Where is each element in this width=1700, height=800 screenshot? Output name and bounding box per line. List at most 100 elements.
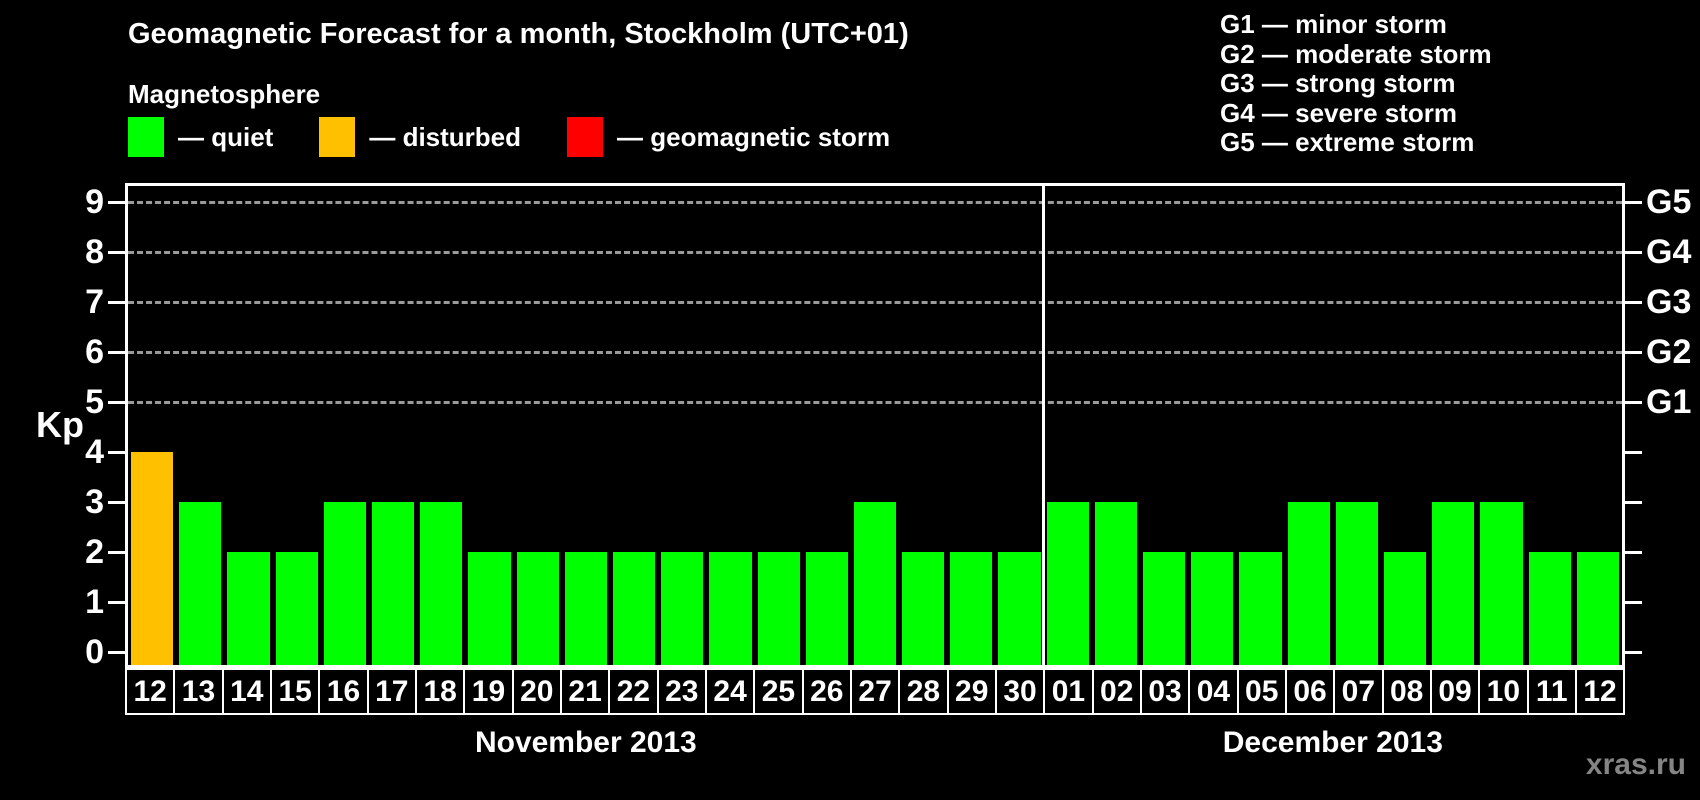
kp-tick-right-8 xyxy=(1625,251,1642,254)
kp-tick-label-0: 0 xyxy=(85,633,104,671)
storm-scale-line: G3 — strong storm xyxy=(1220,68,1456,99)
day-cell-20: 20 xyxy=(513,668,562,715)
chart-subtitle: Magnetosphere xyxy=(128,79,321,109)
day-cell-08: 08 xyxy=(1383,668,1432,715)
kp-tick-left-4 xyxy=(108,451,125,454)
kp-bar-day-20 xyxy=(516,552,559,665)
day-axis-row: 12 13 14 15 16 17 18 19 20 21 22 23 24 25 26 27 28 29 30 01… xyxy=(125,668,1626,715)
kp-bar-day-02 xyxy=(1094,502,1138,665)
kp-tick-label-8: 8 xyxy=(85,233,104,271)
kp-bar-day-29 xyxy=(950,552,993,665)
legend-item-storm: — geomagnetic storm xyxy=(567,117,890,157)
kp-gridline-9 xyxy=(128,201,1622,204)
legend-item-disturbed: — disturbed xyxy=(319,117,521,157)
kp-bar-day-25 xyxy=(757,552,800,665)
kp-tick-left-5 xyxy=(108,401,125,404)
day-cell-05: 05 xyxy=(1238,668,1287,715)
kp-tick-label-2: 2 xyxy=(85,533,104,571)
kp-tick-label-6: 6 xyxy=(85,333,104,371)
quiet-color-swatch xyxy=(128,117,164,157)
day-cell-24: 24 xyxy=(706,668,756,715)
kp-bar-day-16 xyxy=(323,502,366,665)
day-cell-27: 27 xyxy=(851,668,901,715)
legend-label-quiet: — quiet xyxy=(178,121,274,152)
kp-bar-day-14 xyxy=(227,552,270,665)
kp-tick-right-2 xyxy=(1625,551,1642,554)
kp-bar-day-18 xyxy=(420,502,463,665)
day-cell-19: 19 xyxy=(465,668,514,715)
kp-tick-right-3 xyxy=(1625,501,1642,504)
legend-label-disturbed: — disturbed xyxy=(369,121,522,152)
kp-tick-label-4: 4 xyxy=(85,433,104,471)
kp-tick-right-4 xyxy=(1625,451,1642,454)
legend-item-quiet: — quiet xyxy=(128,117,273,157)
kp-tick-right-9 xyxy=(1625,201,1642,204)
kp-axis-label: Kp xyxy=(36,404,84,445)
kp-bar-day-26 xyxy=(805,552,848,665)
watermark: xras.ru xyxy=(1585,748,1686,781)
day-cell-10: 10 xyxy=(1480,668,1529,715)
day-cell-03: 03 xyxy=(1141,668,1191,715)
kp-bar-day-01 xyxy=(1046,502,1089,665)
kp-gridline-6 xyxy=(128,351,1622,354)
day-cell-12: 12 xyxy=(1576,668,1626,715)
month-label-november: November 2013 xyxy=(474,726,697,759)
kp-bar-day-24 xyxy=(709,552,752,665)
storm-scale-line: G1 — minor storm xyxy=(1220,9,1447,39)
kp-bar-day-22 xyxy=(612,552,656,665)
month-label-december: December 2013 xyxy=(1222,726,1443,759)
kp-bar-day-15 xyxy=(275,552,318,665)
day-cell-07: 07 xyxy=(1335,668,1384,715)
kp-bar-day-19 xyxy=(468,552,511,665)
kp-tick-label-3: 3 xyxy=(85,483,104,521)
kp-tick-label-5: 5 xyxy=(85,383,104,421)
kp-bar-day-10 xyxy=(1480,502,1523,665)
day-cell-02: 02 xyxy=(1093,668,1142,715)
day-cell-23: 23 xyxy=(658,668,707,715)
day-cell-22: 22 xyxy=(610,668,659,715)
storm-scale-line: G4 — severe storm xyxy=(1220,97,1458,128)
g-scale-label-g5: G5 xyxy=(1646,183,1692,221)
kp-gridline-7 xyxy=(128,301,1622,304)
kp-tick-left-8 xyxy=(108,251,125,254)
day-cell-09: 09 xyxy=(1431,668,1481,715)
kp-tick-left-3 xyxy=(108,501,125,504)
kp-bar-day-30 xyxy=(998,552,1041,665)
page-title: Geomagnetic Forecast for a month, Stockh… xyxy=(128,18,909,50)
day-cell-12: 12 xyxy=(125,668,176,715)
day-cell-14: 14 xyxy=(223,668,272,715)
kp-bar-day-04 xyxy=(1191,552,1234,665)
kp-tick-left-1 xyxy=(108,601,125,604)
kp-tick-left-6 xyxy=(108,351,125,354)
storm-scale-line: G2 — moderate storm xyxy=(1220,38,1492,69)
g-scale-label-g4: G4 xyxy=(1646,233,1692,271)
day-cell-18: 18 xyxy=(416,668,466,715)
kp-tick-label-7: 7 xyxy=(85,283,104,321)
legend-label-storm: — geomagnetic storm xyxy=(617,121,891,152)
day-cell-26: 26 xyxy=(803,668,852,715)
g-scale-label-g1: G1 xyxy=(1646,383,1692,421)
disturbed-color-swatch xyxy=(319,117,356,157)
kp-tick-left-9 xyxy=(108,201,125,204)
kp-bar-day-05 xyxy=(1239,552,1282,665)
kp-tick-left-2 xyxy=(108,551,125,554)
kp-tick-right-5 xyxy=(1625,401,1642,404)
day-cell-06: 06 xyxy=(1286,668,1336,715)
day-cell-21: 21 xyxy=(561,668,611,715)
day-cell-30: 30 xyxy=(996,668,1046,715)
day-cell-11: 11 xyxy=(1528,668,1577,715)
kp-bar-day-12 xyxy=(1576,552,1619,665)
kp-bar-day-06 xyxy=(1287,502,1330,665)
storm-scale-legend: G1 — minor storm G2 — moderate storm G3 — … xyxy=(1220,9,1492,158)
kp-bar-day-17 xyxy=(371,502,415,665)
day-cell-15: 15 xyxy=(271,668,321,715)
kp-tick-left-7 xyxy=(108,301,125,304)
kp-bar-day-03 xyxy=(1143,552,1186,665)
kp-bar-day-28 xyxy=(902,552,945,665)
kp-tick-label-9: 9 xyxy=(85,183,104,221)
kp-gridline-5 xyxy=(128,401,1622,404)
storm-scale-line: G5 — extreme storm xyxy=(1220,127,1475,158)
day-cell-17: 17 xyxy=(368,668,417,715)
kp-bar-day-13 xyxy=(179,502,222,665)
